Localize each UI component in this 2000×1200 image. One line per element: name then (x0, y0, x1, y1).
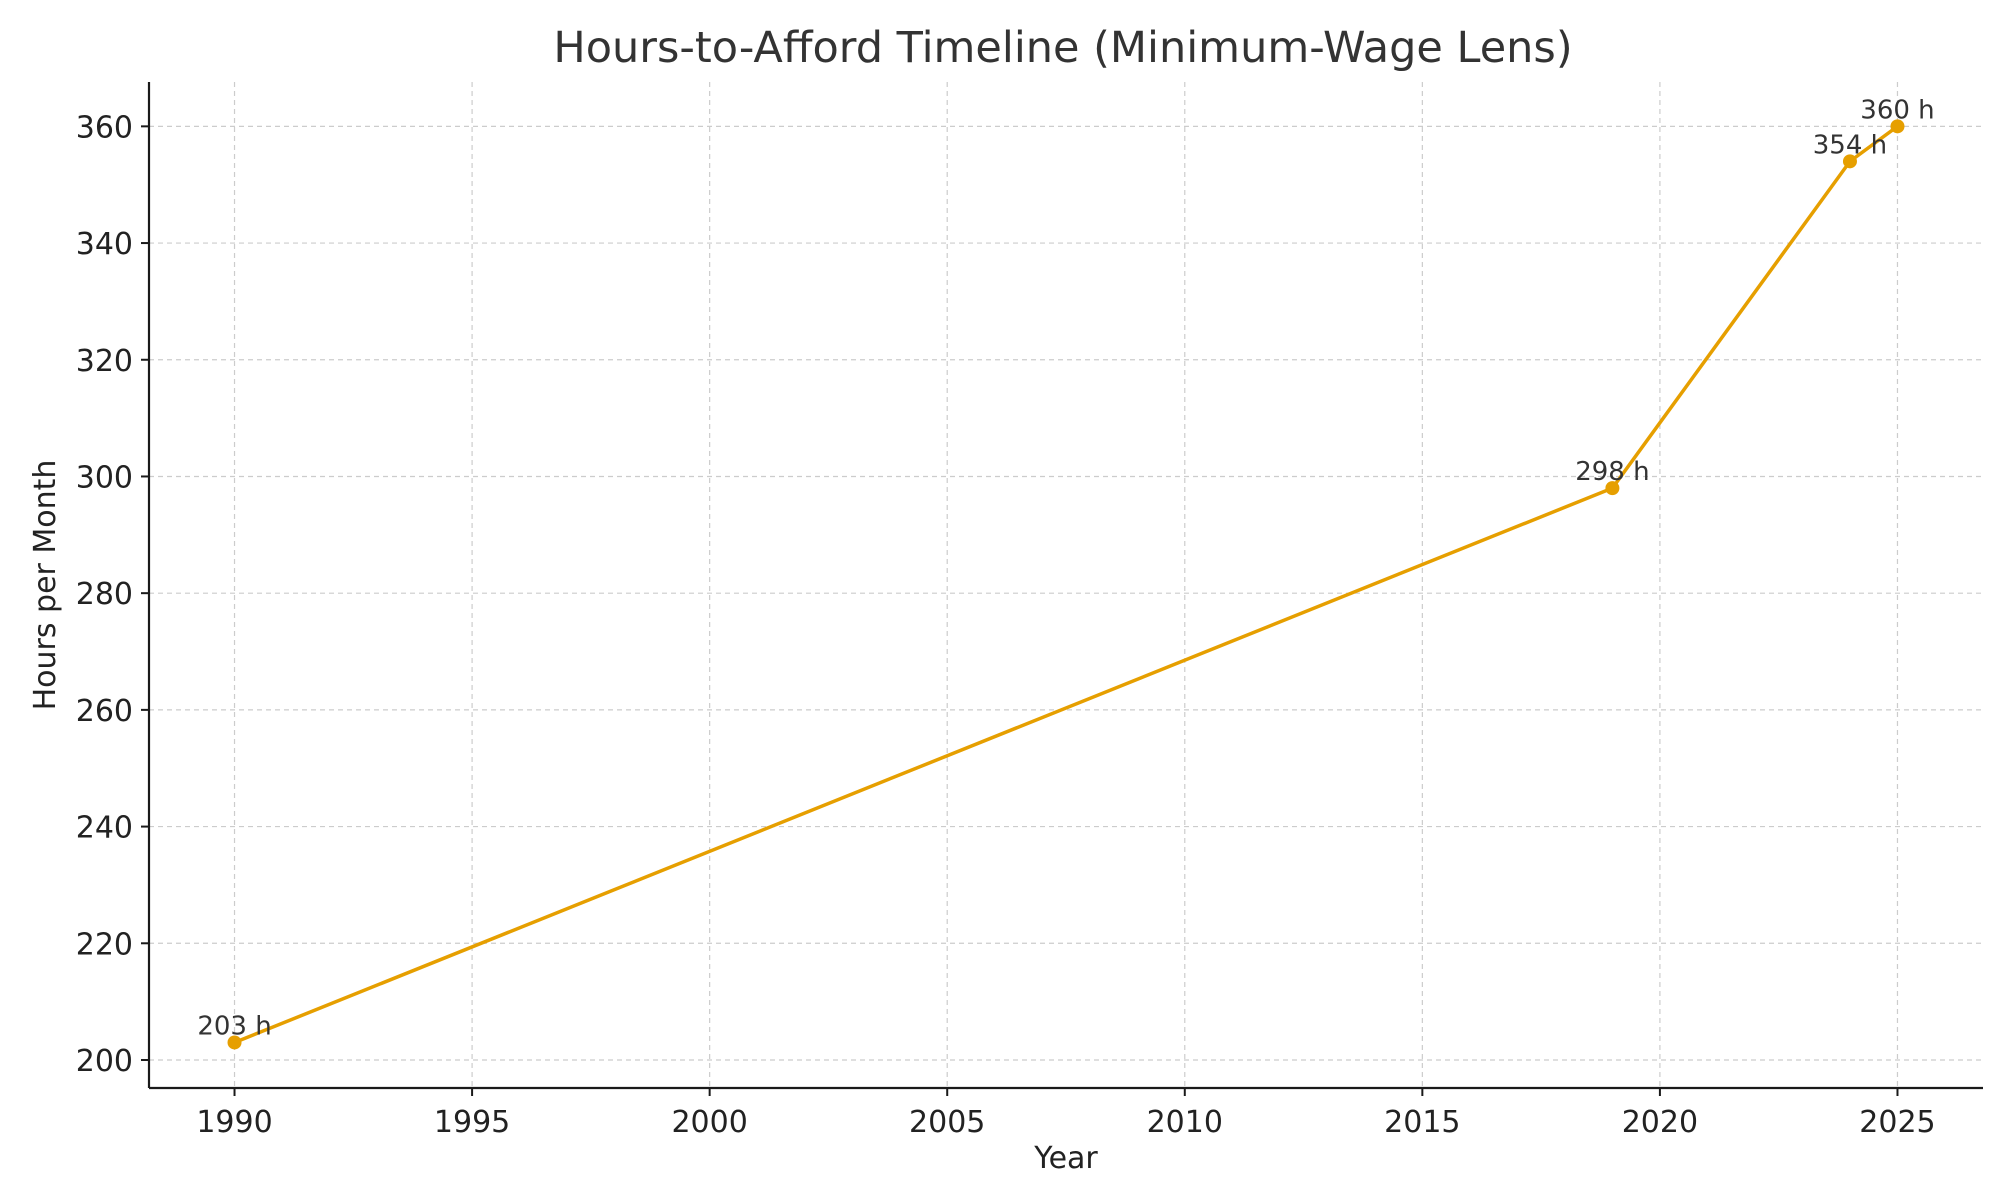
x-tick-label: 2020 (1622, 1105, 1698, 1140)
x-axis-title: Year (1033, 1141, 1098, 1176)
y-tick-label: 220 (76, 927, 133, 962)
y-tick-label: 300 (76, 460, 133, 495)
chart-title: Hours-to-Afford Timeline (Minimum-Wage L… (553, 23, 1572, 73)
x-tick-label: 2000 (671, 1105, 747, 1140)
y-tick-label: 260 (76, 694, 133, 729)
y-tick-label: 360 (76, 110, 133, 145)
data-point (1605, 481, 1620, 496)
y-tick-label: 280 (76, 577, 133, 612)
series-group: 203 h 298 h 354 h 360 h (197, 95, 1935, 1050)
data-label: 298 h (1575, 457, 1649, 487)
data-label: 203 h (197, 1011, 271, 1041)
y-tick-label: 340 (76, 227, 133, 262)
x-ticks: 1990 1995 2000 2005 2010 2015 2020 2025 (196, 1088, 1936, 1140)
data-label: 354 h (1813, 130, 1887, 160)
y-tick-label: 320 (76, 344, 133, 379)
y-ticks: 200 220 240 260 280 300 320 340 360 (76, 110, 149, 1079)
x-tick-label: 2015 (1384, 1105, 1460, 1140)
x-tick-label: 2010 (1147, 1105, 1223, 1140)
grid-lines (149, 82, 1983, 1088)
data-point (1890, 119, 1905, 134)
data-point (1842, 154, 1857, 169)
y-tick-label: 200 (76, 1044, 133, 1079)
x-tick-label: 1995 (434, 1105, 510, 1140)
y-axis-title: Hours per Month (28, 460, 63, 711)
x-tick-label: 2005 (909, 1105, 985, 1140)
data-label: 360 h (1860, 95, 1934, 125)
y-tick-label: 240 (76, 811, 133, 846)
axes (147, 82, 1983, 1090)
data-point (227, 1035, 242, 1050)
x-tick-label: 2025 (1859, 1105, 1935, 1140)
x-tick-label: 1990 (196, 1105, 272, 1140)
series-line (233, 124, 1899, 1045)
